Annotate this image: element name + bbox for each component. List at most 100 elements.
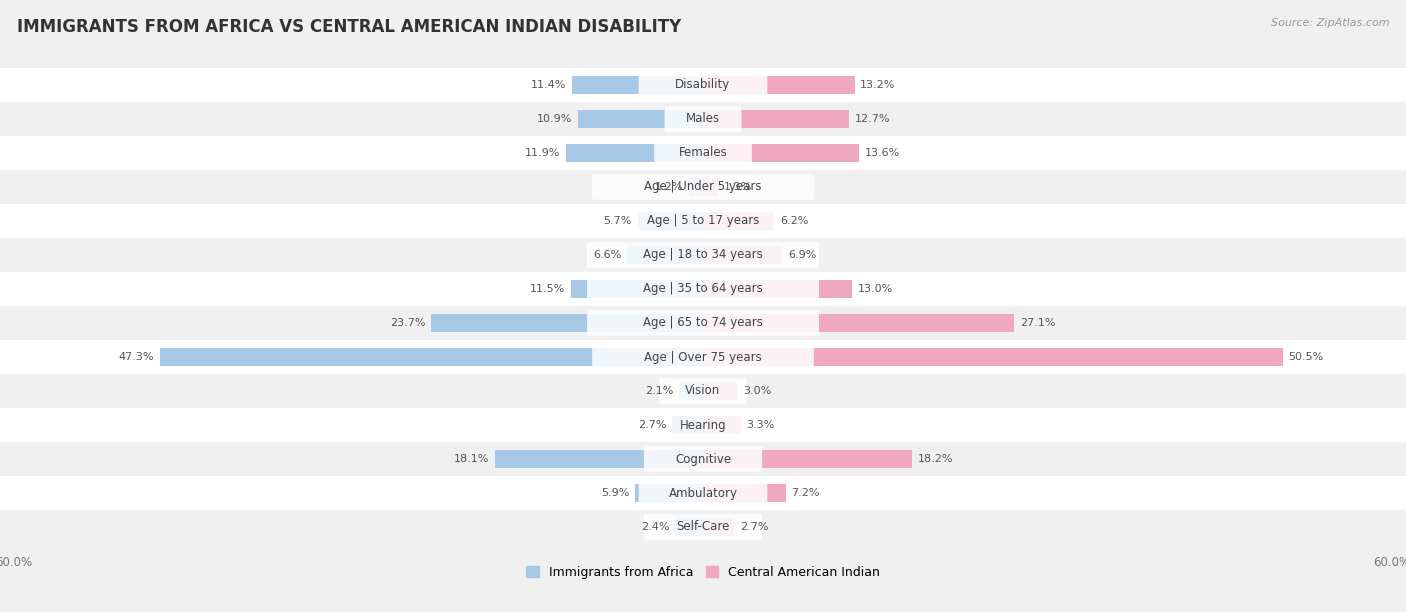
Bar xyxy=(703,348,1282,367)
Text: IMMIGRANTS FROM AFRICA VS CENTRAL AMERICAN INDIAN DISABILITY: IMMIGRANTS FROM AFRICA VS CENTRAL AMERIC… xyxy=(17,18,681,36)
Text: 23.7%: 23.7% xyxy=(389,318,425,328)
Bar xyxy=(703,177,718,196)
Text: Age | 18 to 34 years: Age | 18 to 34 years xyxy=(643,248,763,261)
Bar xyxy=(637,212,703,230)
Text: 3.3%: 3.3% xyxy=(747,420,775,430)
Text: 13.2%: 13.2% xyxy=(860,80,896,90)
Bar xyxy=(675,518,703,536)
Text: 1.2%: 1.2% xyxy=(655,182,683,192)
Bar xyxy=(567,144,703,162)
Text: 6.9%: 6.9% xyxy=(787,250,817,260)
Bar xyxy=(636,483,703,502)
Text: Cognitive: Cognitive xyxy=(675,452,731,466)
Bar xyxy=(495,450,703,468)
Text: 18.1%: 18.1% xyxy=(454,454,489,464)
Bar xyxy=(0,204,1406,238)
Bar xyxy=(0,340,1406,374)
Bar xyxy=(689,177,703,196)
Bar xyxy=(0,68,1406,102)
Text: Females: Females xyxy=(679,146,727,160)
Text: Age | 35 to 64 years: Age | 35 to 64 years xyxy=(643,283,763,296)
Bar xyxy=(703,245,782,264)
Bar xyxy=(0,476,1406,510)
Bar xyxy=(0,170,1406,204)
Text: 50.5%: 50.5% xyxy=(1289,352,1324,362)
Text: 3.0%: 3.0% xyxy=(744,386,772,396)
Bar xyxy=(703,280,852,298)
FancyBboxPatch shape xyxy=(665,106,741,132)
Bar xyxy=(0,510,1406,544)
Text: 11.4%: 11.4% xyxy=(531,80,567,90)
Bar xyxy=(679,382,703,400)
Bar xyxy=(703,382,738,400)
Text: Males: Males xyxy=(686,113,720,125)
Text: Ambulatory: Ambulatory xyxy=(668,487,738,499)
Bar xyxy=(703,212,775,230)
Text: 10.9%: 10.9% xyxy=(537,114,572,124)
Bar xyxy=(0,306,1406,340)
Text: 13.0%: 13.0% xyxy=(858,284,893,294)
Bar xyxy=(0,102,1406,136)
Text: 18.2%: 18.2% xyxy=(918,454,953,464)
Bar xyxy=(0,442,1406,476)
FancyBboxPatch shape xyxy=(654,140,752,166)
Text: 13.6%: 13.6% xyxy=(865,148,900,158)
Text: 12.7%: 12.7% xyxy=(855,114,890,124)
FancyBboxPatch shape xyxy=(592,344,814,370)
Bar xyxy=(703,110,849,129)
Bar xyxy=(703,76,855,94)
Bar xyxy=(0,408,1406,442)
Text: Age | 65 to 74 years: Age | 65 to 74 years xyxy=(643,316,763,329)
Text: Age | Over 75 years: Age | Over 75 years xyxy=(644,351,762,364)
FancyBboxPatch shape xyxy=(588,276,818,302)
Text: 11.9%: 11.9% xyxy=(526,148,561,158)
Bar xyxy=(0,374,1406,408)
Text: Disability: Disability xyxy=(675,78,731,92)
Text: 2.4%: 2.4% xyxy=(641,522,669,532)
FancyBboxPatch shape xyxy=(592,174,814,200)
Bar xyxy=(672,416,703,435)
Bar xyxy=(0,136,1406,170)
FancyBboxPatch shape xyxy=(592,208,814,234)
Text: Source: ZipAtlas.com: Source: ZipAtlas.com xyxy=(1271,18,1389,28)
Bar xyxy=(703,144,859,162)
FancyBboxPatch shape xyxy=(588,310,818,336)
Legend: Immigrants from Africa, Central American Indian: Immigrants from Africa, Central American… xyxy=(522,561,884,584)
Bar xyxy=(571,280,703,298)
Text: 47.3%: 47.3% xyxy=(118,352,155,362)
Bar xyxy=(703,313,1014,332)
FancyBboxPatch shape xyxy=(638,72,768,98)
Bar xyxy=(578,110,703,129)
Text: 6.2%: 6.2% xyxy=(780,216,808,226)
Text: 27.1%: 27.1% xyxy=(1019,318,1056,328)
Bar xyxy=(572,76,703,94)
Bar xyxy=(703,450,912,468)
FancyBboxPatch shape xyxy=(659,378,747,404)
Bar xyxy=(430,313,703,332)
Text: 2.7%: 2.7% xyxy=(740,522,768,532)
Bar xyxy=(703,518,734,536)
Bar xyxy=(627,245,703,264)
Text: 2.7%: 2.7% xyxy=(638,420,666,430)
Text: 1.3%: 1.3% xyxy=(724,182,752,192)
FancyBboxPatch shape xyxy=(638,480,768,506)
Bar xyxy=(703,416,741,435)
Text: 5.9%: 5.9% xyxy=(602,488,630,498)
FancyBboxPatch shape xyxy=(654,412,752,438)
FancyBboxPatch shape xyxy=(644,446,762,472)
Text: Vision: Vision xyxy=(685,384,721,398)
Text: Age | Under 5 years: Age | Under 5 years xyxy=(644,181,762,193)
Bar xyxy=(703,483,786,502)
Text: 5.7%: 5.7% xyxy=(603,216,631,226)
Bar xyxy=(0,272,1406,306)
FancyBboxPatch shape xyxy=(588,242,818,267)
Text: Hearing: Hearing xyxy=(679,419,727,431)
Text: 11.5%: 11.5% xyxy=(530,284,565,294)
Text: Self-Care: Self-Care xyxy=(676,520,730,534)
FancyBboxPatch shape xyxy=(644,514,762,540)
Bar xyxy=(0,238,1406,272)
Text: Age | 5 to 17 years: Age | 5 to 17 years xyxy=(647,214,759,228)
Text: 7.2%: 7.2% xyxy=(792,488,820,498)
Text: 6.6%: 6.6% xyxy=(593,250,621,260)
Text: 2.1%: 2.1% xyxy=(645,386,673,396)
